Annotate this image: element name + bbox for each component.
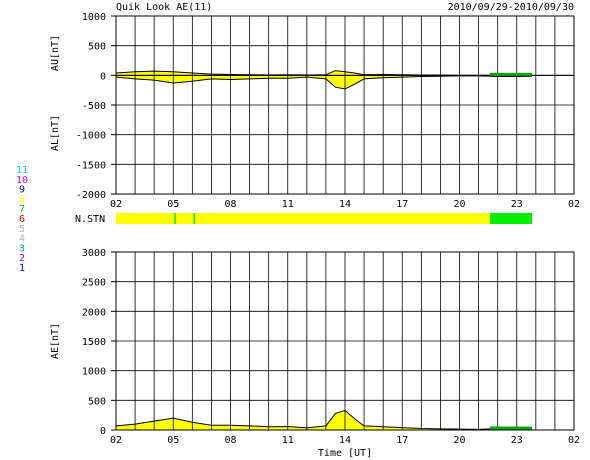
x-tick-label: 05: [167, 199, 179, 210]
y-tick-label: -500: [82, 101, 106, 112]
chart-title-right: 2010/09/29-2010/09/30: [448, 2, 574, 13]
al-axis-label: AL[nT]: [50, 115, 61, 151]
station-number-11: 11: [16, 165, 28, 176]
x-tick-label: 23: [511, 199, 523, 210]
ae-area: [116, 410, 533, 430]
au-al-fill: [116, 70, 533, 89]
station-count-panel: N.STN: [75, 213, 533, 225]
ae-y-ticks: 3000 2500 2000 1500 1000 500 0: [82, 248, 116, 437]
x-tick-label: 20: [453, 435, 465, 446]
ae-x-ticks: 02 05 08 11 14 17 20 23 02: [110, 435, 580, 446]
ae-grid: [116, 252, 574, 430]
station-label: N.STN: [75, 214, 105, 225]
ae-axis-label: AE[nT]: [50, 323, 61, 359]
x-tick-label: 08: [224, 435, 236, 446]
au-al-panel: 1000 500 0 -500 -1000 -1500 -2000 02 05 08 11 14 17…: [50, 12, 580, 210]
y-tick-label: 3000: [82, 248, 106, 259]
x-tick-label: 17: [396, 199, 408, 210]
x-tick-label: 14: [339, 435, 351, 446]
y-tick-label: 500: [88, 42, 106, 53]
station-number-3: 3: [19, 243, 25, 254]
station-bar-segment: [490, 213, 533, 224]
x-axis-label: Time [UT]: [318, 448, 372, 459]
au-al-y-ticks: 1000 500 0 -500 -1000 -1500 -2000: [76, 12, 116, 201]
y-tick-label: 1500: [82, 337, 106, 348]
x-tick-label: 08: [224, 199, 236, 210]
y-tick-label: 0: [100, 426, 106, 437]
x-tick-label: 02: [568, 435, 580, 446]
station-number-4: 4: [19, 234, 25, 245]
x-tick-label: 02: [110, 435, 122, 446]
al-series-line: [115, 75, 533, 90]
au-al-lines: [115, 70, 574, 90]
x-tick-label: 11: [282, 199, 294, 210]
station-number-2: 2: [19, 253, 25, 264]
x-tick-label: 02: [110, 199, 122, 210]
x-tick-label: 23: [511, 435, 523, 446]
ae-lines: [115, 409, 533, 430]
x-tick-label: 14: [339, 199, 351, 210]
y-tick-label: 1000: [82, 367, 106, 378]
station-number-5: 5: [19, 224, 25, 235]
y-tick-label: -2000: [76, 190, 106, 201]
station-number-10: 10: [16, 175, 28, 186]
station-number-8: 8: [19, 194, 25, 205]
x-tick-label: 05: [167, 435, 179, 446]
station-number-7: 7: [19, 204, 25, 215]
y-tick-label: -1500: [76, 160, 106, 171]
y-tick-label: 2500: [82, 278, 106, 289]
station-number-9: 9: [19, 185, 25, 196]
y-tick-label: 500: [88, 396, 106, 407]
station-bars: [116, 213, 533, 224]
ae-fill: [116, 410, 533, 430]
station-number-6: 6: [19, 214, 25, 225]
au-series-line: [115, 70, 533, 76]
chart-title-left: Quik Look AE(11): [116, 2, 212, 13]
au-al-grid: [116, 16, 574, 194]
station-number-1: 1: [19, 263, 25, 274]
x-tick-label: 20: [453, 199, 465, 210]
au-axis-label: AU[nT]: [50, 35, 61, 71]
ae-panel: 3000 2500 2000 1500 1000 500 0 02 05 08 11 14 17 20 2…: [50, 248, 580, 459]
x-tick-label: 02: [568, 199, 580, 210]
x-tick-label: 17: [396, 435, 408, 446]
station-bar-segment: [116, 213, 491, 224]
ae-series-line: [115, 409, 533, 430]
y-tick-label: 2000: [82, 307, 106, 318]
au-al-x-ticks: 02 05 08 11 14 17 20 23 02: [110, 199, 580, 210]
y-tick-label: 1000: [82, 12, 106, 23]
x-tick-label: 11: [282, 435, 294, 446]
y-tick-label: -1000: [76, 131, 106, 142]
y-tick-label: 0: [100, 71, 106, 82]
